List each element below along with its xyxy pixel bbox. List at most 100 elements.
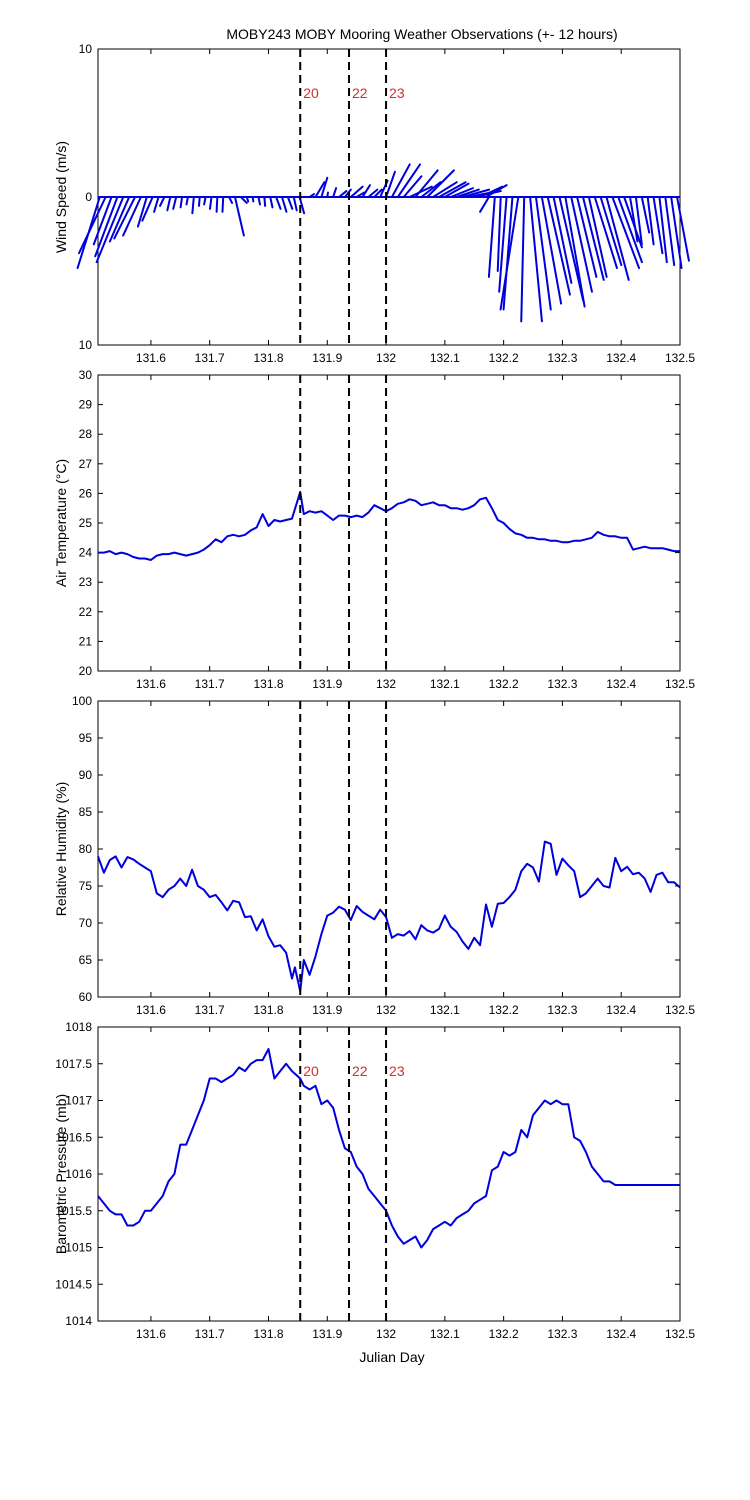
wind-vector [564, 196, 586, 308]
humidity-x-tick-label: 132 [376, 1003, 396, 1017]
wind-vector [640, 196, 651, 234]
wind-x-tick-label: 132.3 [547, 351, 577, 365]
wind-vector [314, 181, 326, 198]
wind-vector [95, 196, 125, 264]
pressure-y-axis-label: Barometric Pressure (mb) [53, 1094, 69, 1254]
wind-vector [605, 196, 630, 281]
wind-vector [664, 196, 676, 267]
pressure-y-tick-label: 1017.5 [55, 1057, 92, 1071]
wind-vector [582, 196, 605, 281]
wind-vector [286, 196, 294, 210]
humidity-x-tick-label: 131.8 [253, 1003, 283, 1017]
wind-vector [355, 191, 366, 198]
wind-vector [257, 196, 261, 206]
wind-vector [676, 196, 690, 262]
temperature-y-tick-label: 23 [79, 575, 93, 589]
wind-vector [185, 196, 189, 206]
wind-vector [499, 196, 520, 311]
panel-wind: 131.6 131.7 131.8 131.9 132 132.1 132.2 132.3 13… [53, 42, 695, 365]
wind-x-tick-label: 131.6 [136, 351, 166, 365]
wind-vector [141, 196, 154, 222]
humidity-x-tick-label: 132.1 [430, 1003, 460, 1017]
temperature-y-tick-label: 25 [79, 516, 93, 530]
wind-vector [166, 196, 172, 212]
wind-vector [479, 196, 490, 213]
pressure-x-tick-label: 131.9 [312, 1327, 342, 1341]
wind-vector [652, 196, 664, 255]
temperature-y-tick-label: 27 [79, 457, 93, 471]
wind-vector [611, 196, 641, 270]
pressure-x-tick-label: 132.3 [547, 1327, 577, 1341]
wind-vector [396, 163, 422, 198]
humidity-y-tick-label: 60 [79, 990, 93, 1004]
wind-vector [263, 196, 267, 207]
pressure-x-tick-label: 132.4 [606, 1327, 636, 1341]
wind-vector [136, 196, 148, 228]
pressure-event-label: 23 [389, 1063, 405, 1079]
wind-vector [487, 196, 496, 278]
wind-vector [629, 196, 639, 243]
pressure-event-label: 22 [352, 1063, 368, 1079]
panel-relative-humidity: 131.6 131.7 131.8 131.9 132 132.1 132.2 132.3 13… [53, 694, 695, 1017]
pressure-x-tick-label: 132.1 [430, 1327, 460, 1341]
wind-vector [251, 196, 255, 203]
wind-vector [546, 196, 571, 296]
pressure-x-tick-label: 131.8 [253, 1327, 283, 1341]
wind-vector [576, 196, 598, 278]
wind-y-tick-label: 10 [79, 42, 93, 56]
temperature-y-tick-label: 22 [79, 605, 93, 619]
temperature-series-line [98, 490, 680, 561]
wind-vector [320, 176, 329, 198]
temperature-x-tick-label: 132.1 [430, 677, 460, 691]
wind-vector [326, 191, 330, 198]
wind-vector [197, 196, 201, 207]
wind-vector [479, 185, 504, 198]
wind-vector [367, 188, 379, 198]
temperature-x-tick-label: 132.5 [665, 677, 695, 691]
humidity-x-tick-label: 132.2 [489, 1003, 519, 1017]
wind-x-tick-label: 131.7 [195, 351, 225, 365]
temperature-y-tick-label: 20 [79, 664, 93, 678]
x-axis-label: Julian Day [359, 1349, 424, 1365]
wind-x-tick-label: 131.9 [312, 351, 342, 365]
wind-vector [461, 188, 491, 198]
wind-vector [593, 196, 618, 270]
temperature-y-tick-label: 21 [79, 634, 93, 648]
wind-vector [208, 196, 213, 210]
wind-vector [172, 196, 178, 210]
pressure-x-tick-label: 132.5 [665, 1327, 695, 1341]
humidity-y-tick-label: 100 [72, 694, 92, 708]
wind-vector [540, 196, 563, 305]
pressure-series-line [97, 1048, 680, 1249]
wind-vector [269, 196, 274, 209]
wind-vector [485, 184, 508, 198]
pressure-x-tick-label: 131.7 [195, 1327, 225, 1341]
wind-vector [191, 196, 195, 215]
wind-vector [570, 196, 593, 293]
pressure-y-tick-label: 1014.5 [55, 1277, 92, 1291]
wind-vector [233, 196, 245, 237]
wind-x-tick-label: 131.8 [253, 351, 283, 365]
wind-vector [432, 181, 458, 198]
wind-event-label: 22 [352, 85, 368, 101]
humidity-y-tick-label: 70 [79, 916, 93, 930]
wind-vector [94, 196, 119, 258]
wind-vector [275, 196, 282, 210]
humidity-x-tick-label: 131.9 [312, 1003, 342, 1017]
wind-vector [426, 169, 455, 198]
humidity-x-tick-label: 132.5 [665, 1003, 695, 1017]
wind-vector [215, 196, 219, 213]
wind-x-tick-label: 132.4 [606, 351, 636, 365]
wind-vector [239, 196, 248, 204]
temperature-y-axis-label: Air Temperature (°C) [53, 459, 69, 587]
temperature-y-tick-label: 24 [79, 546, 93, 560]
wind-vector [646, 196, 655, 246]
panel-air-temperature: 131.6 131.7 131.8 131.9 132 132.1 132.2 132.3 13… [53, 368, 695, 691]
wind-x-tick-label: 132.1 [430, 351, 460, 365]
wind-vector [552, 196, 573, 284]
pressure-y-tick-label: 1016 [65, 1167, 92, 1181]
humidity-x-tick-label: 131.6 [136, 1003, 166, 1017]
wind-vector [658, 196, 668, 264]
humidity-y-tick-label: 65 [79, 953, 93, 967]
